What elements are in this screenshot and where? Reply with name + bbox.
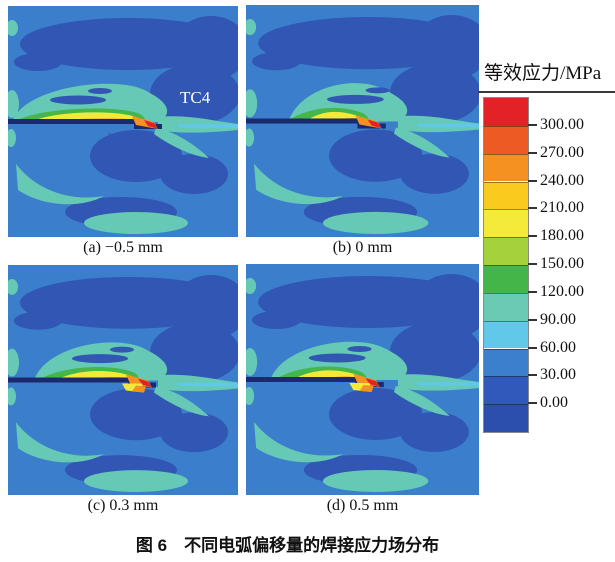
- panel-c-caption: (c) 0.3 mm: [87, 497, 159, 514]
- colorbar-band-3: [484, 181, 528, 210]
- colorbar-band-6: [484, 265, 528, 293]
- colorbar-tick-label: 150.00: [540, 255, 584, 272]
- colorbar-tick: [528, 402, 537, 405]
- colorbar-tick: [528, 123, 537, 126]
- colorbar-tick-label: 300.00: [540, 115, 584, 133]
- stress-field-panel-c: [8, 265, 238, 495]
- colorbar-tick-label: 30.00: [540, 366, 576, 384]
- tc4-label: TC4: [180, 88, 211, 107]
- colorbar-legend: 等效应力/MPa 300.00 270.00 240.00 210.00 180.00 1…: [478, 58, 615, 438]
- colorbar-tick-label: 240.00: [540, 171, 584, 189]
- colorbar-tick-label: 90.00: [540, 310, 576, 328]
- colorbar-tick-label: 60.00: [540, 338, 576, 356]
- colorbar-band-5: [484, 237, 528, 265]
- colorbar-tick: [528, 235, 537, 238]
- colorbar-band-2: [484, 153, 528, 182]
- colorbar-band-9: [484, 348, 528, 377]
- panel-b-caption: (b) 0 mm: [332, 239, 393, 256]
- colorbar-band-7: [484, 292, 528, 321]
- colorbar-band-10: [484, 376, 528, 405]
- panel-a-caption: (a) −0.5 mm: [83, 239, 163, 256]
- colorbar-tick: [528, 207, 537, 210]
- panel-d-caption: (d) 0.5 mm: [326, 497, 399, 514]
- colorbar-tick: [528, 346, 537, 349]
- colorbar-band-0: [484, 98, 528, 126]
- stress-field-panel-d: [246, 264, 479, 495]
- colorbar-tick: [528, 179, 537, 182]
- colorbar-band-1: [484, 125, 528, 154]
- colorbar-tick: [528, 290, 537, 293]
- legend-title: 等效应力/MPa: [484, 63, 602, 84]
- colorbar-tick-label: 210.00: [540, 199, 584, 217]
- stress-field-panel-b: [246, 5, 479, 237]
- colorbar-tick-label: 180.00: [540, 227, 584, 245]
- colorbar-tick: [528, 318, 537, 321]
- colorbar-band-8: [484, 320, 528, 349]
- colorbar-band-4: [484, 209, 528, 238]
- colorbar-tick-label: 0.00: [540, 394, 568, 412]
- stress-field-panel-a: TC4: [8, 6, 238, 237]
- colorbar-tick: [528, 263, 537, 265]
- colorbar-tick-label: 270.00: [540, 143, 584, 161]
- colorbar-tick-label: 120.00: [540, 282, 584, 300]
- colorbar-tick: [528, 151, 537, 154]
- colorbar-tick: [528, 374, 537, 377]
- colorbar: [483, 97, 529, 433]
- figure-caption: 图 6 不同电弧偏移量的焊接应力场分布: [135, 536, 440, 555]
- colorbar-band-11: [484, 404, 528, 432]
- legend-title-underline: [478, 91, 615, 93]
